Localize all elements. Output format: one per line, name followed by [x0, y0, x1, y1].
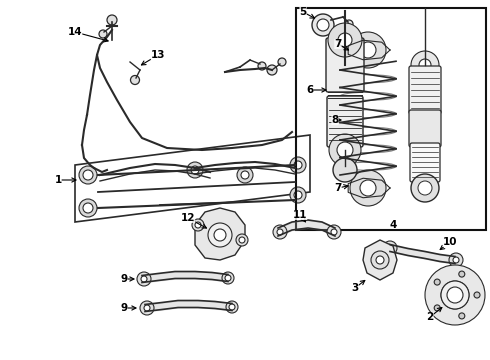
Circle shape: [83, 203, 93, 213]
Circle shape: [290, 157, 306, 173]
Circle shape: [411, 51, 439, 79]
Circle shape: [383, 241, 397, 255]
Text: 14: 14: [68, 27, 108, 42]
Text: 7: 7: [334, 39, 348, 50]
Circle shape: [312, 14, 334, 36]
Text: 9: 9: [121, 303, 136, 313]
Circle shape: [140, 301, 154, 315]
Text: 13: 13: [142, 50, 165, 65]
Bar: [296, 8, 486, 230]
Polygon shape: [195, 208, 245, 260]
Circle shape: [418, 181, 432, 195]
Circle shape: [144, 305, 150, 311]
Text: 7: 7: [334, 183, 348, 193]
Circle shape: [258, 62, 266, 70]
Circle shape: [241, 171, 249, 179]
Circle shape: [192, 219, 204, 231]
Text: 9: 9: [121, 274, 134, 284]
Text: 3: 3: [351, 280, 365, 293]
Text: 4: 4: [390, 220, 397, 230]
Circle shape: [83, 170, 93, 180]
Circle shape: [208, 223, 232, 247]
Circle shape: [350, 32, 386, 68]
Circle shape: [130, 76, 140, 85]
Circle shape: [137, 272, 151, 286]
Circle shape: [425, 265, 485, 325]
Circle shape: [371, 251, 389, 269]
Circle shape: [360, 180, 376, 196]
Circle shape: [107, 15, 117, 25]
Circle shape: [411, 174, 439, 202]
Text: 8: 8: [331, 115, 341, 125]
Circle shape: [229, 304, 235, 310]
Circle shape: [267, 65, 277, 75]
Circle shape: [387, 245, 393, 251]
Circle shape: [294, 191, 302, 199]
Circle shape: [222, 272, 234, 284]
FancyBboxPatch shape: [327, 96, 363, 147]
Circle shape: [195, 222, 201, 228]
Circle shape: [237, 167, 253, 183]
Circle shape: [459, 271, 465, 277]
Circle shape: [187, 162, 203, 178]
Circle shape: [337, 142, 353, 158]
Circle shape: [214, 229, 226, 241]
Circle shape: [376, 256, 384, 264]
Circle shape: [79, 166, 97, 184]
Circle shape: [290, 187, 306, 203]
FancyBboxPatch shape: [326, 38, 364, 92]
Circle shape: [329, 134, 361, 166]
Circle shape: [434, 279, 440, 285]
Circle shape: [239, 237, 245, 243]
Circle shape: [434, 305, 440, 311]
Circle shape: [338, 33, 352, 47]
Circle shape: [333, 158, 357, 182]
Circle shape: [447, 287, 463, 303]
Text: 1: 1: [54, 175, 76, 185]
FancyBboxPatch shape: [409, 110, 441, 147]
Circle shape: [99, 30, 107, 38]
Polygon shape: [363, 240, 397, 280]
Circle shape: [459, 313, 465, 319]
FancyBboxPatch shape: [410, 143, 440, 182]
FancyBboxPatch shape: [409, 66, 441, 114]
Text: 2: 2: [426, 307, 442, 322]
Circle shape: [236, 234, 248, 246]
Text: 6: 6: [306, 85, 326, 95]
Circle shape: [331, 229, 337, 235]
Circle shape: [419, 59, 431, 71]
Circle shape: [360, 42, 376, 58]
Circle shape: [317, 19, 329, 31]
Circle shape: [328, 23, 362, 57]
Circle shape: [225, 275, 231, 281]
Text: 10: 10: [440, 237, 457, 249]
Circle shape: [141, 276, 147, 282]
Circle shape: [278, 58, 286, 66]
Circle shape: [345, 20, 353, 28]
Circle shape: [474, 292, 480, 298]
Circle shape: [273, 225, 287, 239]
Circle shape: [79, 199, 97, 217]
Circle shape: [327, 225, 341, 239]
Circle shape: [449, 253, 463, 267]
Circle shape: [191, 166, 199, 174]
Circle shape: [350, 170, 386, 206]
Text: 11: 11: [293, 210, 307, 222]
Circle shape: [277, 229, 283, 235]
Text: 5: 5: [299, 7, 315, 18]
Circle shape: [294, 161, 302, 169]
Circle shape: [441, 281, 469, 309]
Circle shape: [226, 301, 238, 313]
Circle shape: [453, 257, 459, 263]
Text: 12: 12: [181, 213, 206, 228]
Circle shape: [441, 281, 469, 309]
